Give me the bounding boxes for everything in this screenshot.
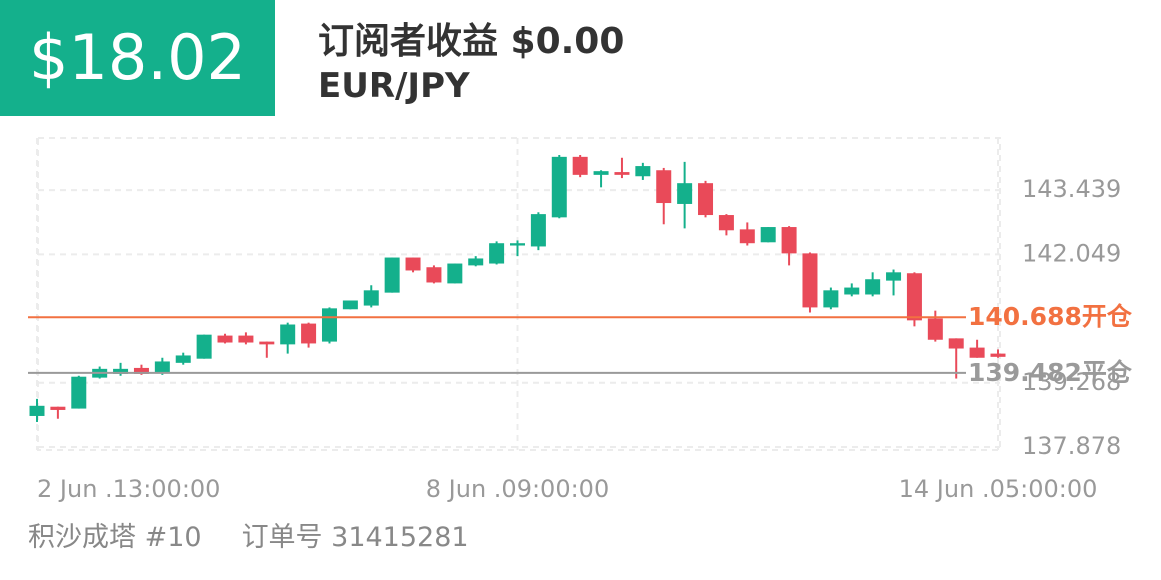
candle-body <box>886 272 902 281</box>
candle-body <box>217 335 233 343</box>
candle-body <box>865 279 881 295</box>
candle-body <box>551 156 567 218</box>
candle-body <box>677 183 693 204</box>
candle-body <box>259 341 275 345</box>
candle-body <box>844 287 860 295</box>
profit-badge: $18.02 <box>0 0 275 116</box>
candle-body <box>781 227 797 254</box>
candle-body <box>906 273 922 321</box>
candle-body <box>71 376 87 409</box>
candle-body <box>530 214 546 247</box>
candle-body <box>927 318 943 340</box>
candle-body <box>760 227 776 243</box>
candle-body <box>113 368 129 374</box>
symbol: EUR/JPY <box>318 66 470 106</box>
candle-body <box>301 323 317 344</box>
candle-body <box>739 229 755 244</box>
candle-body <box>29 405 45 416</box>
candle-body <box>948 338 964 349</box>
candle-body <box>969 347 985 358</box>
candle-body <box>342 300 358 310</box>
footer-name: 积沙成塔 #10 <box>28 522 202 553</box>
candle-body <box>133 367 149 374</box>
y-tick-label: 137.878 <box>1022 432 1121 460</box>
footer: 积沙成塔 #10 订单号 31415281 <box>28 515 509 554</box>
candle-body <box>802 253 818 308</box>
candle-body <box>718 215 734 231</box>
reference-label: 140.688开仓 <box>968 302 1133 331</box>
candle-body <box>405 257 421 271</box>
candle-body <box>175 355 191 363</box>
candle-body <box>572 156 588 175</box>
candle-body <box>823 290 839 308</box>
reference-label: 139.482平仓 <box>968 358 1133 387</box>
y-tick-label: 142.049 <box>1022 239 1121 267</box>
candle-body <box>154 361 170 373</box>
candle-body <box>698 183 714 216</box>
x-tick-label: 14 Jun .05:00:00 <box>899 475 1098 503</box>
candle-body <box>447 263 463 284</box>
candle-body <box>990 353 1006 357</box>
candle-body <box>593 171 609 175</box>
candle-body <box>635 166 651 177</box>
candle-body <box>50 406 66 410</box>
candle-body <box>196 334 212 359</box>
order-number: 订单号 31415281 <box>241 522 469 553</box>
candle-body <box>614 172 630 175</box>
candle-body <box>468 258 484 266</box>
candle-body <box>384 257 400 293</box>
candle-body <box>321 308 337 342</box>
candle-body <box>510 243 525 246</box>
y-tick-label: 139.268 <box>1022 368 1121 396</box>
x-tick-label: 8 Jun .09:00:00 <box>426 475 609 503</box>
title: 订阅者收益 $0.00 <box>318 21 625 62</box>
x-tick-label: 2 Jun .13:00:00 <box>37 475 220 503</box>
candle-body <box>363 290 379 306</box>
candle-body <box>280 324 296 345</box>
y-tick-label: 143.439 <box>1022 175 1121 203</box>
candle-body <box>656 170 672 204</box>
candle-body <box>238 335 254 343</box>
candle-body <box>426 267 442 283</box>
candle-body <box>489 243 505 264</box>
